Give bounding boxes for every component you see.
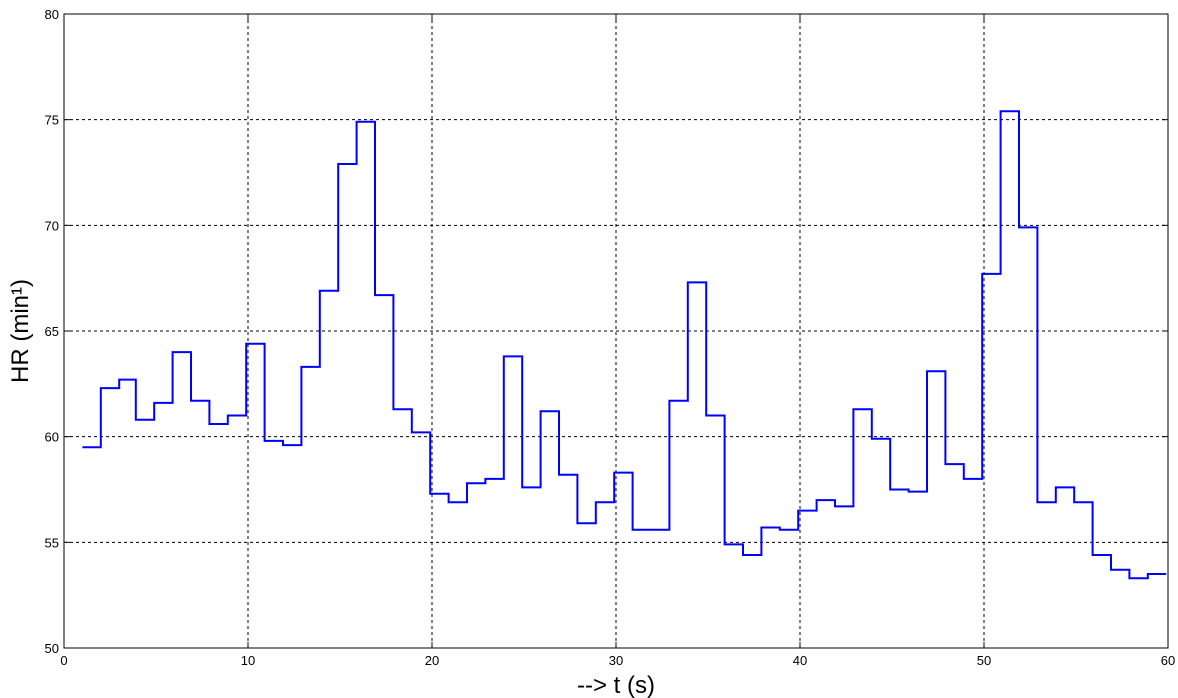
y-tick-label: 65 (45, 324, 59, 339)
grid-lines (64, 14, 1168, 648)
x-tick-labels: 0 10 20 30 40 50 60 (60, 653, 1175, 668)
x-tick-label: 50 (977, 653, 991, 668)
hr-series-line (82, 110, 1167, 580)
tick-marks (63, 13, 1169, 649)
y-tick-label: 55 (45, 535, 59, 550)
y-tick-labels: 50 55 60 65 70 75 80 (45, 7, 59, 656)
y-tick-label: 75 (45, 113, 59, 128)
y-axis-label: HR (min¹) (7, 279, 34, 383)
x-tick-label: 10 (241, 653, 255, 668)
y-tick-label: 50 (45, 641, 59, 656)
y-tick-label: 60 (45, 430, 59, 445)
x-tick-label: 0 (60, 653, 67, 668)
y-tick-label: 70 (45, 218, 59, 233)
y-tick-label: 80 (45, 7, 59, 22)
x-tick-label: 40 (793, 653, 807, 668)
x-tick-label: 60 (1161, 653, 1175, 668)
x-tick-label: 30 (609, 653, 623, 668)
x-tick-label: 20 (425, 653, 439, 668)
x-axis-label: --> t (s) (577, 672, 655, 698)
